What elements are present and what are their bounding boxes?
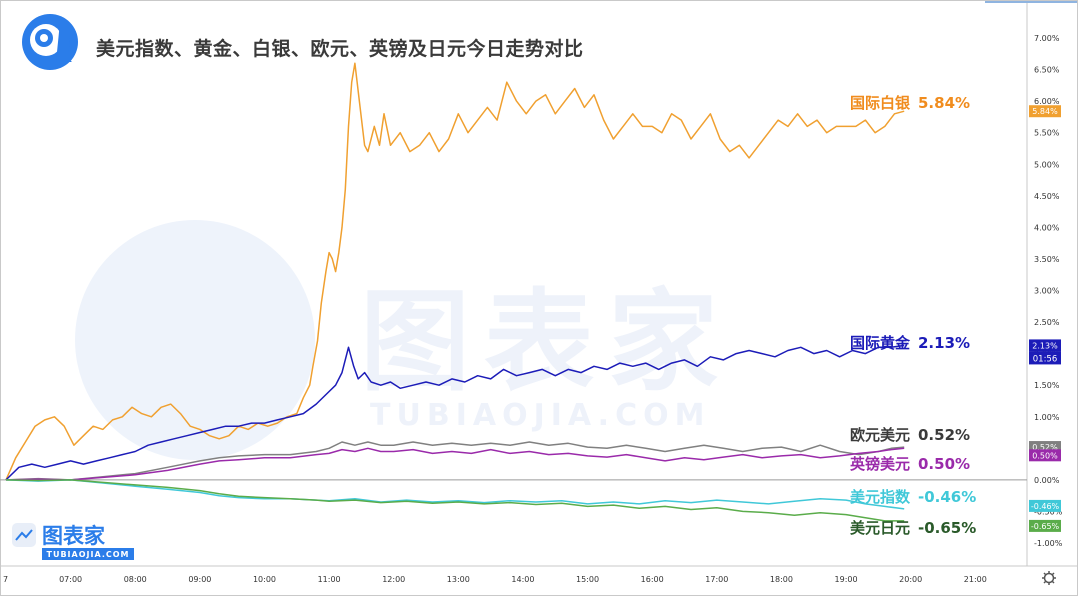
series-layer (5, 62, 905, 522)
small-brand-subtext: TUBIAOJIA.COM (47, 550, 130, 559)
series-badge (1029, 339, 1061, 352)
watermark-logo-icon (75, 220, 315, 460)
y-tick-label: 7.00% (1034, 34, 1060, 43)
series-name-label: 国际黄金 (850, 334, 911, 352)
x-tick-label: 10:00 (253, 575, 276, 584)
series-line (5, 441, 905, 481)
series-value-label: 0.50% (918, 455, 970, 473)
series-value-label: 5.84% (918, 94, 970, 112)
x-tick-label: 13:00 (447, 575, 470, 584)
gold-time-badge: 01:56 (1029, 351, 1061, 365)
y-tick-label: 5.00% (1034, 160, 1060, 169)
x-tick-label: 07:00 (59, 575, 82, 584)
series-badge-text: 0.50% (1032, 451, 1058, 460)
y-tick-label: 4.50% (1034, 192, 1060, 201)
y-tick-label: 3.50% (1034, 255, 1060, 264)
watermark-text: 图表家 (360, 278, 732, 406)
series-badge-text: 5.84% (1032, 107, 1058, 116)
y-tick-label: 1.00% (1034, 413, 1060, 422)
x-tick-label: 7 (3, 575, 8, 584)
y-tick-label: 6.00% (1034, 97, 1060, 106)
series-value-label: -0.46% (918, 488, 976, 506)
series-name-label: 美元日元 (850, 519, 910, 537)
series-name-label: 英镑美元 (850, 455, 910, 473)
x-tick-label: 11:00 (318, 575, 341, 584)
series-name-label: 欧元美元 (850, 426, 910, 444)
series-line (5, 447, 905, 481)
x-tick-label: 17:00 (705, 575, 728, 584)
y-tick-label: 2.50% (1034, 318, 1060, 327)
y-tick-label: 4.00% (1034, 223, 1060, 232)
series-name-label: 美元指数 (850, 488, 911, 506)
series-value-label: -0.65% (918, 519, 976, 537)
settings-gear-icon[interactable] (1042, 571, 1056, 585)
x-tick-label: 18:00 (770, 575, 793, 584)
x-tick-label: 16:00 (641, 575, 664, 584)
x-axis: 7 07:00 08:00 09:00 10:00 11:00 12:00 13:00 14:0… (3, 575, 987, 584)
x-tick-label: 20:00 (899, 575, 922, 584)
watermark-subtext: TUBIAOJIA.COM (370, 398, 710, 433)
badge-layer: 5.84% 2.13% 0.52%0.50% -0.46% -0.65% (1029, 105, 1061, 532)
series-badge (1029, 519, 1061, 532)
y-tick-label: 1.50% (1034, 381, 1060, 390)
series-labels: 国际白银 5.84% 国际黄金 2.13% 欧元美元 0.52% 英镑美元 0.50% 美元指数… (850, 94, 976, 537)
series-badge-text: -0.46% (1031, 502, 1060, 511)
chart-title: 美元指数、黄金、白银、欧元、英镑及日元今日走势对比 (96, 38, 584, 60)
y-tick-label: 5.50% (1034, 129, 1060, 138)
watermark: 图表家 TUBIAOJIA.COM (75, 220, 732, 460)
x-tick-label: 21:00 (964, 575, 987, 584)
series-line (5, 479, 905, 522)
series-line (5, 344, 905, 481)
series-badge-text: -0.65% (1031, 522, 1060, 531)
x-tick-label: 19:00 (835, 575, 858, 584)
series-badge-text: 2.13% (1032, 341, 1058, 350)
y-tick-label: 3.00% (1034, 287, 1060, 296)
y-tick-label: 0.00% (1034, 476, 1060, 485)
y-tick-label: -1.00% (1034, 539, 1063, 548)
small-brand-text: 图表家 (42, 524, 106, 548)
x-tick-label: 08:00 (124, 575, 147, 584)
y-tick-label: 6.50% (1034, 66, 1060, 75)
series-badge-text: 0.52% (1032, 443, 1058, 452)
x-tick-label: 09:00 (188, 575, 211, 584)
small-brand-logo: 图表家 TUBIAOJIA.COM (12, 523, 134, 560)
brand-logo-icon (22, 14, 78, 70)
gold-time-badge-text: 01:56 (1033, 354, 1058, 364)
y-tick-label: -0.50% (1034, 507, 1063, 516)
x-tick-label: 14:00 (511, 575, 534, 584)
series-line (5, 62, 905, 481)
series-value-label: 0.52% (918, 426, 970, 444)
series-line (5, 479, 905, 510)
x-tick-label: 12:00 (382, 575, 405, 584)
series-name-label: 国际白银 (850, 94, 911, 112)
series-badge (1029, 499, 1061, 512)
series-badge (1029, 449, 1061, 462)
series-badge (1029, 105, 1061, 118)
x-tick-label: 15:00 (576, 575, 599, 584)
series-value-label: 2.13% (918, 334, 970, 352)
